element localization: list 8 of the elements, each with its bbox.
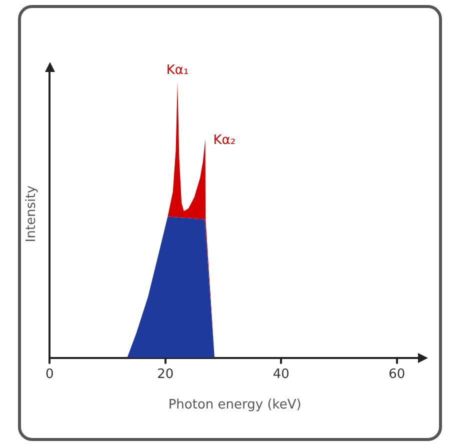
annotation: Kα₂ (213, 133, 236, 148)
x-axis-title: Photon energy (keV) (168, 398, 302, 413)
x-tick-label: 60 (388, 366, 406, 382)
y-axis-title: Intensity (24, 185, 40, 242)
x-tick-label: 40 (272, 366, 290, 382)
x-tick-label: 0 (45, 366, 54, 382)
annotation: Kα₁ (166, 62, 189, 78)
x-tick-label: 20 (157, 366, 174, 382)
